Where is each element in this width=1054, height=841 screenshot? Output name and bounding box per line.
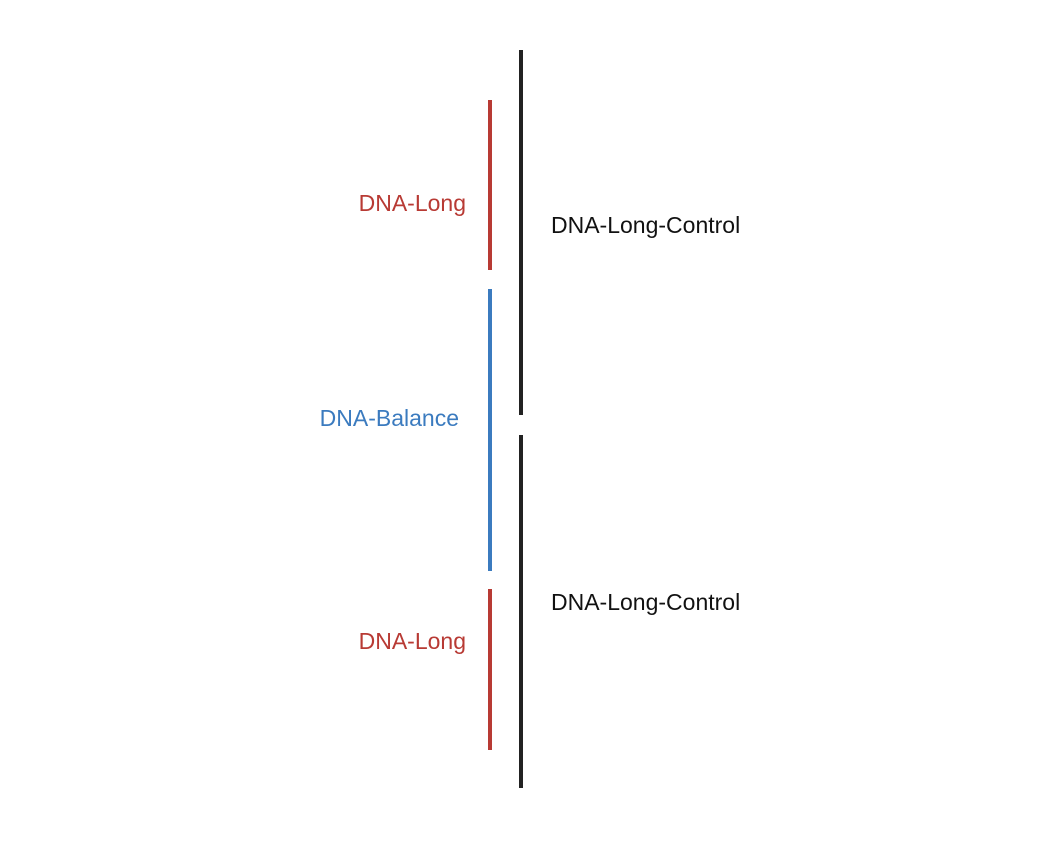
right-segment-label: DNA-Long-Control [551,589,741,615]
left-segment-bar [488,100,492,270]
left-segment-bar [488,589,492,750]
left-segment-label: DNA-Long [358,190,466,216]
right-segment-bar [519,50,523,415]
left-segment-label: DNA-Balance [319,405,459,431]
right-segment-label: DNA-Long-Control [551,212,741,238]
right-segment-bar [519,435,523,788]
left-segment-bar [488,289,492,571]
left-segment-label: DNA-Long [358,628,466,654]
